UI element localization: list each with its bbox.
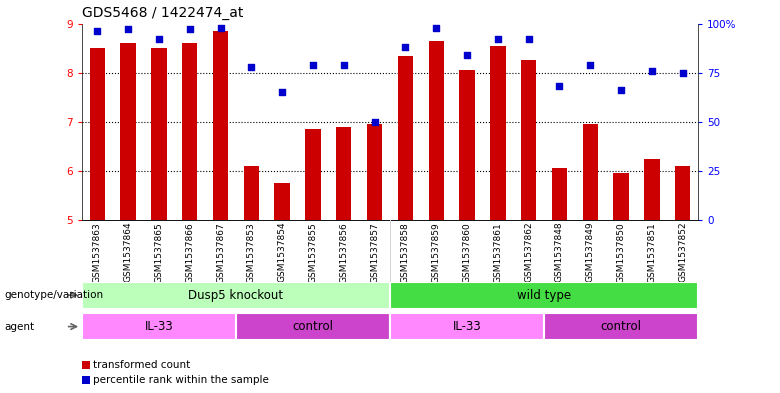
Bar [243, 166, 259, 220]
Point [122, 26, 134, 33]
Text: control: control [292, 320, 334, 333]
Bar [490, 46, 505, 220]
Text: transformed count: transformed count [93, 360, 190, 370]
Bar [459, 70, 475, 220]
Text: GSM1537865: GSM1537865 [154, 222, 164, 283]
Bar [90, 48, 105, 220]
Text: agent: agent [4, 321, 34, 332]
Text: GSM1537852: GSM1537852 [678, 222, 687, 283]
Point [215, 24, 227, 31]
Bar [390, 313, 544, 340]
Text: wild type: wild type [517, 288, 571, 302]
Bar [583, 124, 598, 220]
Text: GSM1537862: GSM1537862 [524, 222, 534, 283]
Text: IL-33: IL-33 [144, 320, 173, 333]
Bar [182, 43, 197, 220]
Bar [336, 127, 352, 220]
Bar [151, 48, 167, 220]
Bar [367, 124, 382, 220]
Point [461, 52, 473, 58]
Point [245, 64, 257, 70]
Bar [613, 173, 629, 220]
Bar [82, 313, 236, 340]
Bar [236, 313, 390, 340]
Text: GSM1537853: GSM1537853 [246, 222, 256, 283]
Text: GSM1537858: GSM1537858 [401, 222, 410, 283]
Point [523, 36, 535, 42]
Point [676, 70, 689, 76]
Bar [644, 159, 660, 220]
Point [307, 62, 319, 68]
Text: GSM1537856: GSM1537856 [339, 222, 349, 283]
Point [491, 36, 504, 42]
Bar [428, 41, 444, 220]
Point [584, 62, 597, 68]
Bar [213, 31, 229, 220]
Bar [398, 55, 413, 220]
Bar [551, 169, 567, 220]
Point [646, 68, 658, 74]
Point [153, 36, 165, 42]
Text: GSM1537855: GSM1537855 [308, 222, 317, 283]
Bar [521, 61, 537, 220]
Bar [275, 183, 290, 220]
Text: GSM1537859: GSM1537859 [431, 222, 441, 283]
Text: GDS5468 / 1422474_at: GDS5468 / 1422474_at [82, 6, 243, 20]
Point [183, 26, 196, 33]
Text: Dusp5 knockout: Dusp5 knockout [189, 288, 283, 302]
Point [91, 28, 104, 35]
Point [276, 89, 289, 95]
Point [399, 44, 412, 50]
Text: GSM1537863: GSM1537863 [93, 222, 102, 283]
Text: GSM1537861: GSM1537861 [493, 222, 502, 283]
Text: GSM1537866: GSM1537866 [185, 222, 194, 283]
Text: GSM1537848: GSM1537848 [555, 222, 564, 283]
Text: IL-33: IL-33 [452, 320, 481, 333]
Bar [390, 282, 698, 309]
Point [368, 119, 381, 125]
Text: GSM1537854: GSM1537854 [278, 222, 287, 283]
Text: GSM1537851: GSM1537851 [647, 222, 657, 283]
Text: GSM1537857: GSM1537857 [370, 222, 379, 283]
Bar [120, 43, 136, 220]
Bar [305, 129, 321, 220]
Point [553, 83, 566, 90]
Point [430, 24, 442, 31]
Text: percentile rank within the sample: percentile rank within the sample [93, 375, 268, 385]
Text: GSM1537867: GSM1537867 [216, 222, 225, 283]
Text: genotype/variation: genotype/variation [4, 290, 103, 300]
Point [615, 87, 627, 94]
Text: control: control [601, 320, 642, 333]
Text: GSM1537850: GSM1537850 [616, 222, 626, 283]
Point [338, 62, 350, 68]
Bar [82, 282, 390, 309]
Text: GSM1537849: GSM1537849 [586, 222, 595, 283]
Text: GSM1537860: GSM1537860 [463, 222, 472, 283]
Bar [544, 313, 698, 340]
Text: GSM1537864: GSM1537864 [123, 222, 133, 283]
Bar [675, 166, 690, 220]
